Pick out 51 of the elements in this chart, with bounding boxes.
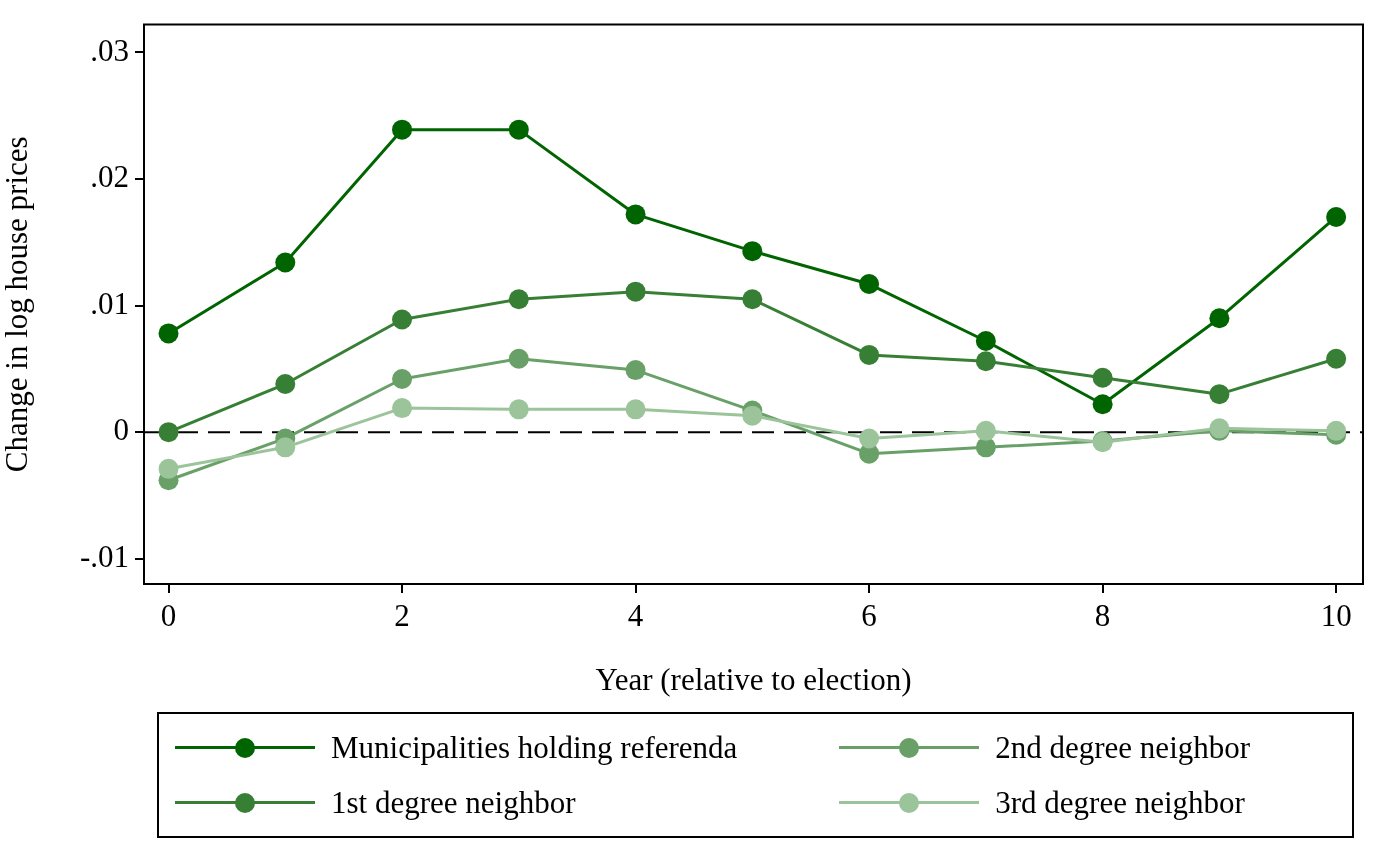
point	[625, 204, 646, 225]
point	[975, 351, 996, 372]
point	[508, 289, 529, 310]
point	[625, 360, 646, 381]
point	[508, 119, 529, 140]
x-axis-title: Year (relative to election)	[595, 661, 912, 697]
x-tick-label: 4	[627, 597, 644, 633]
legend-label: 2nd degree neighbor	[995, 729, 1251, 766]
point	[859, 428, 880, 449]
point	[508, 348, 529, 369]
point	[1326, 348, 1347, 369]
y-tick-label: .01	[90, 285, 129, 321]
point	[275, 374, 296, 395]
point	[742, 241, 763, 262]
point	[859, 274, 880, 295]
point	[392, 368, 413, 389]
point	[392, 309, 413, 330]
point	[158, 422, 179, 443]
x-tick-label: 0	[160, 597, 177, 633]
point	[1092, 394, 1113, 415]
y-axis-title: Change in log house prices	[0, 136, 34, 473]
point	[975, 437, 996, 458]
point	[1326, 206, 1347, 227]
point	[1209, 384, 1230, 405]
y-tick-label: .03	[90, 32, 129, 68]
point	[742, 289, 763, 310]
y-tick-label: 0	[113, 412, 129, 448]
point	[975, 420, 996, 441]
legend-label: 3rd degree neighbor	[995, 784, 1245, 821]
y-tick-label: -.01	[79, 538, 129, 574]
point	[392, 398, 413, 419]
point	[625, 399, 646, 420]
point	[275, 437, 296, 458]
point	[859, 344, 880, 365]
point	[1092, 367, 1113, 388]
point	[392, 119, 413, 140]
x-tick-label: 10	[1320, 597, 1352, 633]
x-tick-label: 2	[394, 597, 410, 633]
point	[625, 281, 646, 302]
point	[158, 458, 179, 479]
legend-label: 1st degree neighbor	[331, 784, 576, 821]
point	[975, 331, 996, 351]
point	[742, 405, 763, 426]
point	[158, 323, 179, 344]
legend-label: Municipalities holding referenda	[331, 729, 738, 766]
x-tick-label: 6	[861, 597, 877, 633]
y-tick-label: .02	[90, 159, 129, 195]
point	[275, 252, 296, 273]
x-tick-label: 8	[1094, 597, 1111, 633]
point	[1209, 308, 1230, 329]
point	[508, 399, 529, 420]
